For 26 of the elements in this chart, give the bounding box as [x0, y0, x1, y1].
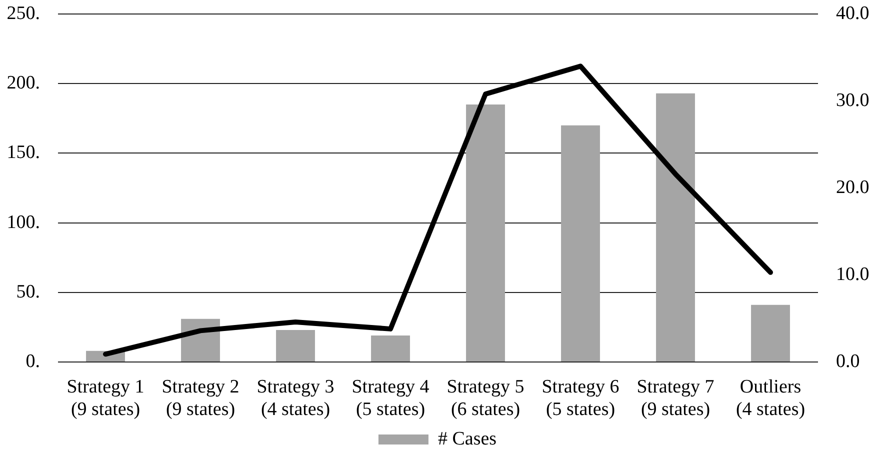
y2-tick-label: 20.0	[836, 176, 870, 198]
x-tick-label: Strategy 6 (5 states)	[542, 376, 620, 420]
x-tick-label: Strategy 7 (9 states)	[636, 376, 714, 420]
bar	[751, 304, 790, 362]
x-tick-label: Strategy 1 (9 states)	[66, 376, 144, 420]
y2-tick-label: 10.0	[836, 264, 870, 285]
x-tick-label: Strategy 5 (6 states)	[446, 376, 524, 420]
y-tick-label: 250.	[6, 2, 40, 24]
y2-tick-label: 0.0	[836, 350, 860, 372]
y-tick-label: 0.	[26, 350, 40, 372]
x-tick-label: Strategy 4 (5 states)	[352, 376, 430, 420]
bar	[276, 330, 315, 362]
x-tick-label: Strategy 3 (4 states)	[256, 376, 334, 420]
bar	[466, 104, 505, 362]
bar	[561, 125, 600, 362]
x-tick-label: Strategy 2 (9 states)	[162, 376, 240, 420]
bar	[371, 336, 410, 362]
y-tick-label: 200.	[6, 72, 40, 94]
y2-tick-label: 40.0	[836, 2, 870, 24]
y-tick-label: 50.	[16, 281, 40, 302]
y2-tick-label: 30.0	[836, 90, 870, 111]
legend-label: # Cases	[438, 428, 497, 450]
y-tick-label: 100.	[6, 212, 40, 233]
x-tick-label: Outliers (4 states)	[736, 376, 806, 420]
bar	[656, 93, 695, 362]
y-tick-label: 150.	[6, 142, 40, 164]
